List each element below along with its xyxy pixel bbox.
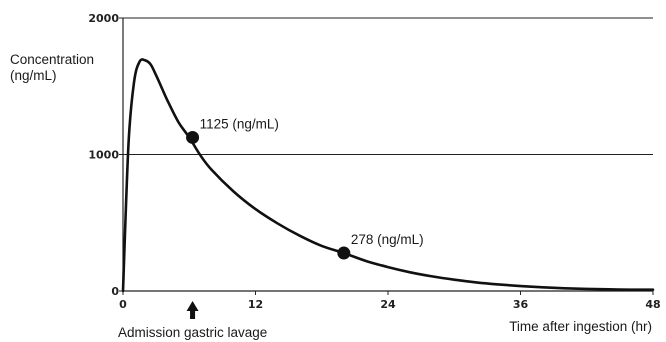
y-tick-label-0: 0	[111, 285, 119, 298]
data-marker-label-2: 278 (ng/mL)	[351, 232, 424, 247]
y-tick-label-2000: 2000	[88, 12, 119, 25]
event-arrow	[186, 301, 199, 319]
data-markers: 1125 (ng/mL) 278 (ng/mL)	[186, 116, 424, 260]
x-tick-label-12: 12	[248, 298, 263, 311]
y-axis-title-line-2: (ng/mL)	[10, 68, 57, 83]
event-arrow-icon	[186, 301, 199, 319]
y-axis-title-line-1: Concentration	[10, 52, 94, 67]
gridlines	[123, 17, 653, 155]
x-tick-label-0: 0	[119, 298, 127, 311]
x-tick-label-36: 36	[513, 298, 529, 311]
x-tick-label-24: 24	[380, 298, 396, 311]
tick-labels: 0 12 24 36 48 0 1000 2000	[88, 12, 660, 311]
y-tick-label-1000: 1000	[88, 149, 119, 162]
concentration-curve	[121, 58, 655, 293]
x-axis-title: Time after ingestion (hr)	[509, 319, 652, 334]
data-marker-2	[337, 246, 351, 260]
x-tick-label-48: 48	[645, 298, 660, 311]
data-marker-1	[186, 130, 200, 144]
event-label: Admission gastric lavage	[118, 325, 267, 340]
data-marker-label-1: 1125 (ng/mL)	[200, 116, 279, 131]
